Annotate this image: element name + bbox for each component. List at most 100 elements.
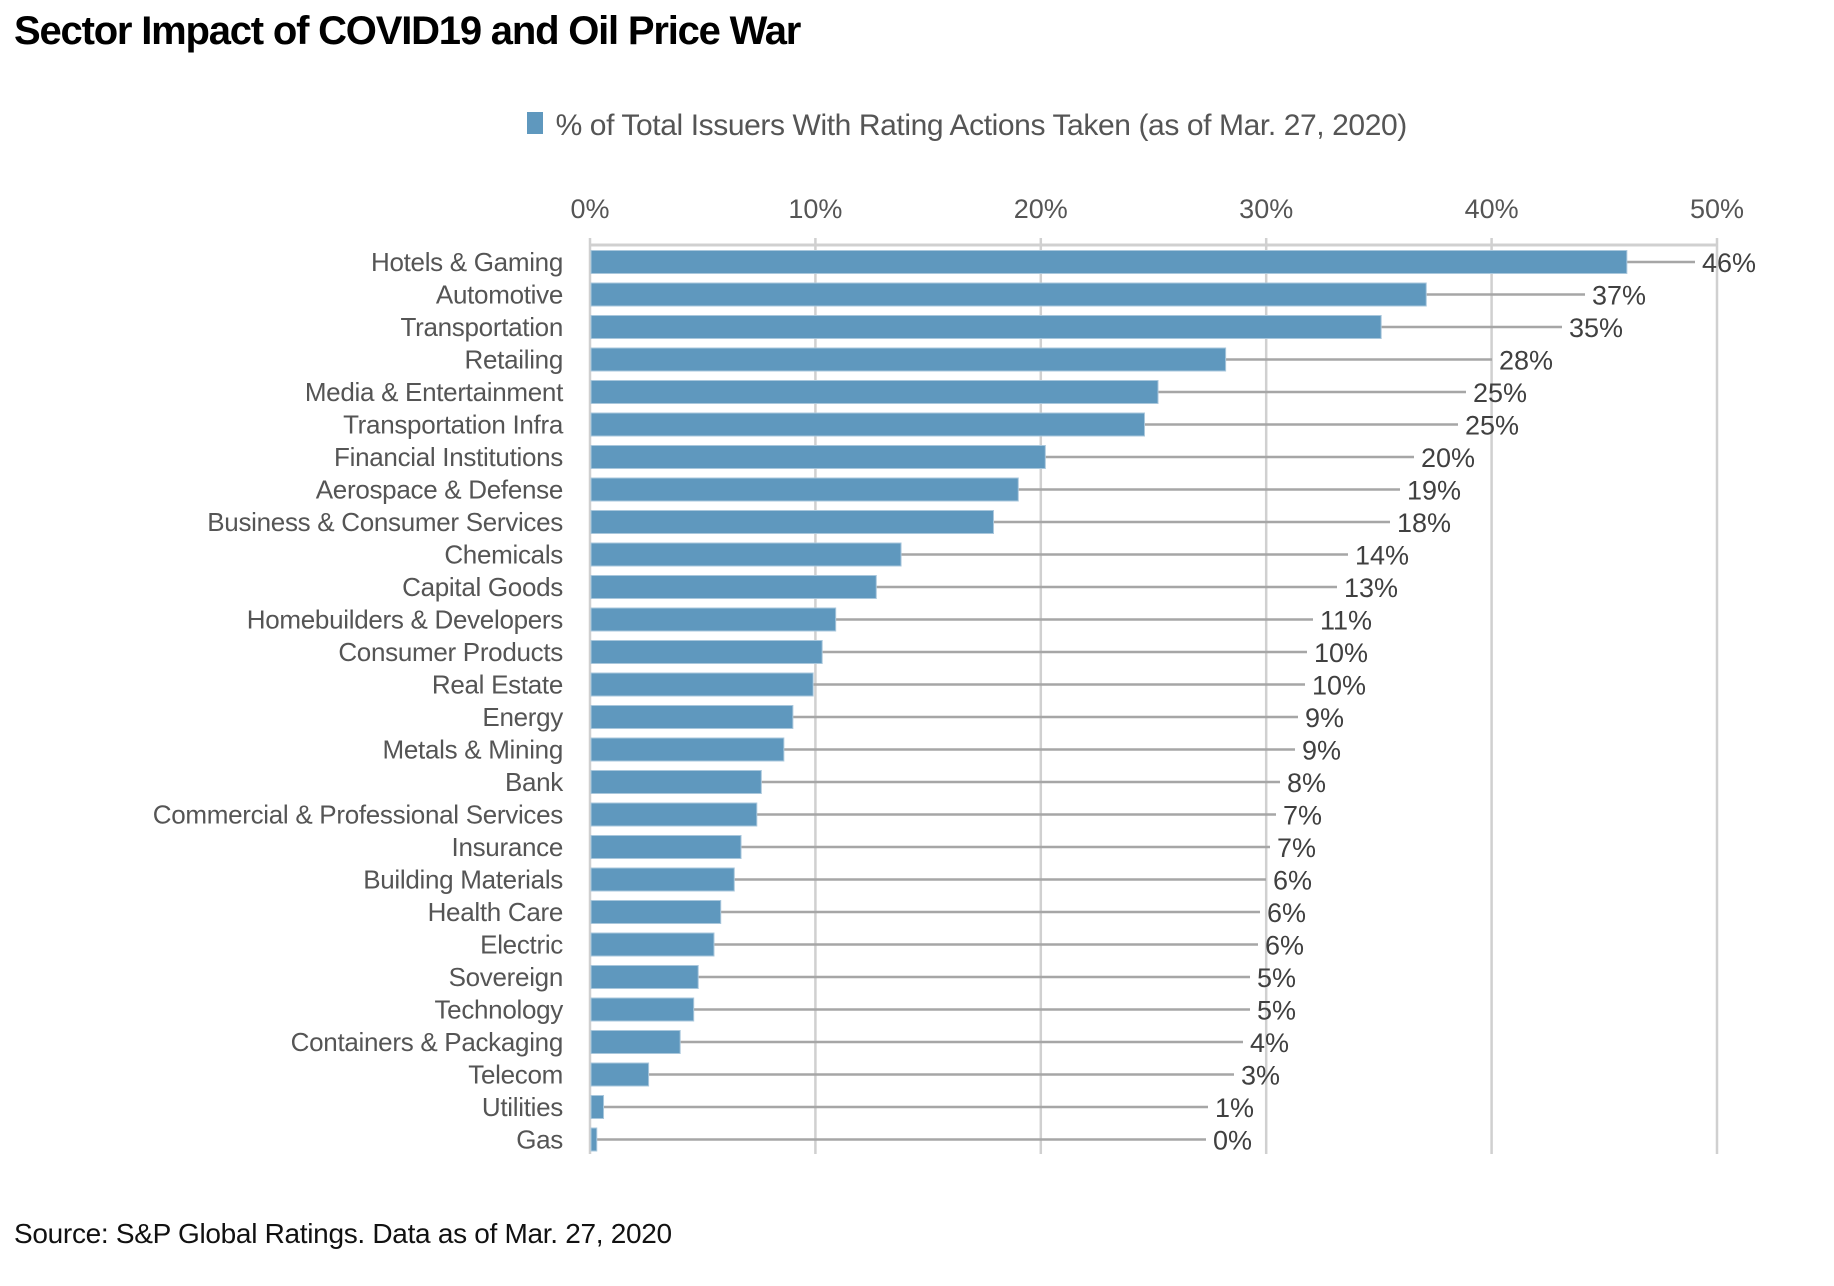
data-label: 20% — [1421, 443, 1475, 473]
category-labels: Hotels & GamingAutomotiveTransportationR… — [153, 247, 565, 1155]
category-label: Retailing — [465, 345, 563, 375]
category-label: Media & Entertainment — [305, 377, 564, 407]
category-label: Electric — [480, 930, 563, 960]
data-label: 13% — [1344, 573, 1398, 603]
category-label: Aerospace & Defense — [316, 475, 563, 505]
category-label: Energy — [482, 702, 563, 732]
data-label: 46% — [1702, 248, 1756, 278]
bar — [590, 380, 1159, 404]
category-label: Transportation — [401, 312, 563, 342]
bar — [590, 542, 902, 567]
category-label: Utilities — [482, 1092, 563, 1122]
x-tick-label: 50% — [1690, 194, 1744, 224]
category-label: Chemicals — [444, 540, 563, 570]
bar — [590, 575, 877, 599]
data-label: 37% — [1592, 281, 1646, 311]
value-labels: 46%37%35%28%25%25%20%19%18%14%13%11%10%1… — [1213, 248, 1756, 1156]
bar — [590, 900, 722, 924]
data-label: 5% — [1257, 963, 1296, 993]
legend-label: % of Total Issuers With Rating Actions T… — [555, 109, 1408, 142]
bar — [590, 705, 794, 729]
category-label: Consumer Products — [338, 637, 563, 667]
legend-entry: % of Total Issuers With Rating Actions T… — [527, 106, 1407, 146]
category-label: Insurance — [452, 832, 563, 862]
data-label: 14% — [1355, 541, 1409, 571]
data-label: 28% — [1499, 346, 1553, 376]
category-label: Bank — [505, 767, 564, 797]
data-label: 4% — [1250, 1028, 1289, 1058]
data-label: 10% — [1312, 671, 1366, 701]
data-label: 10% — [1314, 638, 1368, 668]
bar — [590, 477, 1019, 502]
category-label: Business & Consumer Services — [207, 507, 563, 537]
bar — [590, 770, 762, 794]
data-label: 9% — [1305, 703, 1344, 733]
leader-lines — [596, 260, 1695, 1141]
category-label: Containers & Packaging — [291, 1027, 563, 1057]
bar — [590, 835, 742, 859]
category-label: Gas — [516, 1125, 563, 1155]
data-label: 3% — [1241, 1061, 1280, 1091]
x-tick-label: 20% — [1014, 194, 1068, 224]
category-label: Hotels & Gaming — [371, 247, 563, 277]
bar — [590, 1062, 650, 1087]
data-label: 7% — [1277, 833, 1316, 863]
data-label: 9% — [1302, 736, 1341, 766]
category-label: Homebuilders & Developers — [247, 605, 564, 635]
legend: % of Total Issuers With Rating Actions T… — [0, 106, 1834, 146]
x-tick-label: 30% — [1239, 194, 1293, 224]
data-label: 8% — [1287, 768, 1326, 798]
bar — [590, 997, 695, 1022]
category-label: Building Materials — [363, 865, 563, 895]
legend-swatch-icon — [527, 112, 544, 134]
x-axis-ticks: 0% 10% 20% 30% 40% 50% — [570, 194, 1744, 224]
data-label: 6% — [1273, 866, 1312, 896]
x-tick-label: 40% — [1465, 194, 1519, 224]
category-label: Automotive — [436, 280, 563, 310]
bar — [590, 315, 1382, 339]
data-label: 11% — [1320, 606, 1372, 636]
category-label: Real Estate — [432, 670, 563, 700]
x-tick-label: 0% — [570, 194, 609, 224]
category-label: Capital Goods — [402, 572, 563, 602]
bar — [590, 932, 715, 957]
data-label: 0% — [1213, 1126, 1252, 1156]
data-label: 19% — [1407, 476, 1461, 506]
bars — [590, 250, 1628, 1152]
data-label: 7% — [1283, 801, 1322, 831]
category-label: Commercial & Professional Services — [153, 800, 564, 830]
category-label: Financial Institutions — [334, 442, 563, 472]
data-label: 18% — [1397, 508, 1451, 538]
bar — [590, 672, 814, 697]
bar — [590, 607, 837, 632]
data-label: 25% — [1465, 411, 1519, 441]
data-label: 6% — [1265, 931, 1304, 961]
bar — [590, 867, 735, 892]
bar — [590, 640, 823, 664]
data-label: 25% — [1473, 378, 1527, 408]
bar — [590, 965, 699, 989]
bar — [590, 347, 1227, 372]
data-label: 6% — [1267, 898, 1306, 928]
data-label: 35% — [1569, 313, 1623, 343]
bar — [590, 510, 994, 534]
category-label: Transportation Infra — [343, 410, 564, 440]
category-label: Metals & Mining — [383, 735, 563, 765]
bar — [590, 737, 785, 762]
bar — [590, 445, 1046, 469]
bar — [590, 802, 758, 827]
category-label: Sovereign — [449, 962, 563, 992]
chart-title: Sector Impact of COVID19 and Oil Price W… — [14, 9, 801, 53]
bar — [590, 1030, 681, 1054]
x-tick-label: 10% — [788, 194, 842, 224]
category-label: Technology — [434, 995, 563, 1025]
data-label: 5% — [1257, 996, 1296, 1026]
bar — [590, 250, 1628, 274]
category-label: Health Care — [428, 897, 563, 927]
bar — [590, 412, 1145, 437]
bar — [590, 1127, 598, 1152]
bar — [590, 282, 1427, 307]
bar — [590, 1095, 605, 1119]
category-label: Telecom — [468, 1060, 563, 1090]
